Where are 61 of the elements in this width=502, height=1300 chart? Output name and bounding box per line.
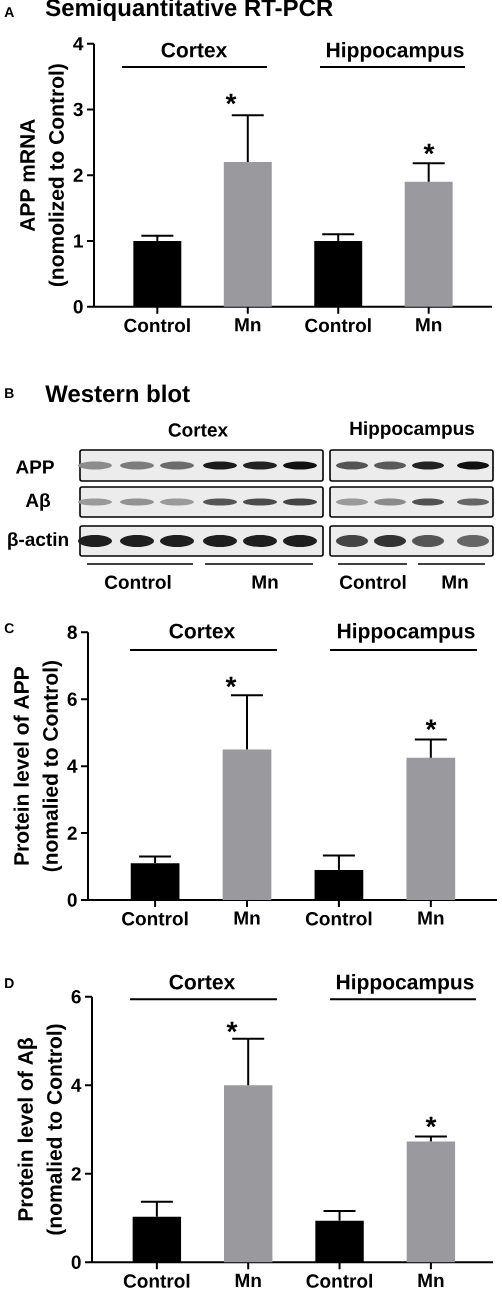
annotation: * [225,676,237,688]
text: Control [105,575,171,589]
y-tick-label: 2 [71,1167,81,1181]
annotation: * [425,719,437,730]
text: A [4,7,14,17]
x-tick-label: Control [124,318,190,333]
y-tick-label: 8 [67,625,77,640]
text: D [5,978,14,988]
y-axis-title: Protein level of APP (nomalied to Control) [13,661,63,872]
text: β-actin [8,532,68,550]
annotation: Cortex [161,42,228,58]
text: Cortex [168,423,228,437]
y-tick-label: 4 [67,759,78,773]
text: APP [15,460,54,474]
x-tick-label: Mn [235,1273,261,1287]
x-tick-label: Control [305,911,372,926]
bar [406,757,456,900]
y-tick-label: 0 [71,1255,81,1270]
y-tick-label: 6 [67,692,77,706]
x-tick-label: Mn [418,1273,444,1287]
y-tick-label: 6 [71,989,81,1004]
annotation: * [425,1116,437,1128]
x-tick-label: Control [305,318,371,333]
annotation: * [226,1021,238,1033]
annotation: Hippocampus [326,42,464,62]
y-tick-label: 0 [73,299,83,314]
text: C [4,623,14,634]
annotation: Hippocampus [337,623,475,643]
y-tick-label: 2 [67,826,77,840]
annotation: Cortex [169,623,236,639]
bar [223,162,272,307]
y-tick-label: 3 [73,102,83,117]
text: Hippocampus [350,421,475,439]
x-tick-label: Mn [234,911,260,925]
x-tick-label: Control [123,1273,190,1288]
text: Control [340,575,406,589]
text: B [5,388,14,398]
text: Aβ [25,493,51,511]
y-tick-label: 1 [74,234,83,248]
y-tick-label: 4 [73,37,84,51]
x-tick-label: Control [306,1273,372,1288]
x-tick-label: Mn [416,318,442,332]
bar [406,1141,456,1263]
y-tick-label: 4 [71,1078,82,1092]
text: Mn [252,575,278,589]
x-tick-label: Mn [235,318,261,332]
bar [224,1085,273,1263]
y-tick-label: 2 [73,168,83,182]
bar [404,181,453,307]
annotation: * [423,143,435,155]
text: Hippocampus [336,974,474,994]
y-axis-title: APP mRNA (nomolized to Control) [20,64,69,287]
bar [222,749,272,900]
text: Cortex [169,974,236,990]
x-tick-label: Control [122,911,188,926]
y-axis-title: Protein level of Aβ (nomalied to Control) [17,1024,67,1235]
text: Western blot [45,384,190,403]
annotation: * [225,93,237,105]
x-tick-label: Mn [418,911,444,925]
text: Mn [442,575,468,589]
y-tick-label: 0 [67,893,77,907]
